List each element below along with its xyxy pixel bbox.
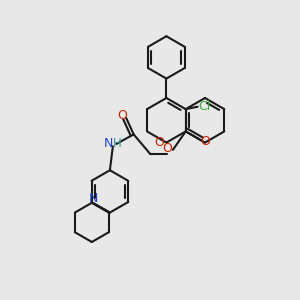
Text: O: O — [162, 142, 172, 155]
Text: O: O — [201, 135, 211, 148]
Text: O: O — [118, 109, 128, 122]
Text: N: N — [88, 191, 98, 205]
Text: H: H — [113, 137, 122, 150]
Text: N: N — [104, 137, 113, 150]
Text: Cl: Cl — [198, 100, 211, 113]
Text: O: O — [154, 136, 164, 149]
